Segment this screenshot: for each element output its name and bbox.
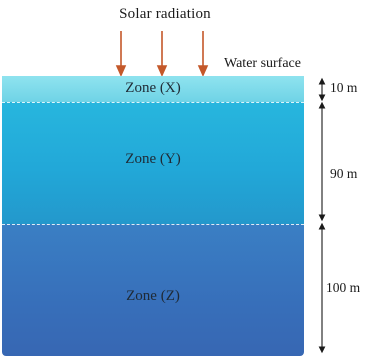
water-body: Zone (X) Zone (Y) Zone (Z) xyxy=(2,76,304,356)
depth-label-zone-z: 100 m xyxy=(326,280,361,295)
water-surface-label: Water surface xyxy=(224,56,301,71)
zone-z-region xyxy=(2,224,304,356)
zone-x-y-boundary xyxy=(2,102,304,103)
zone-x-label: Zone (X) xyxy=(125,80,181,96)
radiation-arrowhead-1 xyxy=(115,65,127,77)
solar-radiation-arrows xyxy=(115,31,209,77)
depth-label-zone-x: 10 m xyxy=(330,80,358,95)
zone-y-label: Zone (Y) xyxy=(125,151,181,167)
zone-z-label: Zone (Z) xyxy=(126,288,180,304)
radiation-arrowhead-2 xyxy=(156,65,168,77)
depth-scale xyxy=(318,77,326,354)
solar-radiation-label: Solar radiation xyxy=(119,6,211,22)
radiation-arrowhead-3 xyxy=(197,65,209,77)
depth-label-zone-y: 90 m xyxy=(330,166,358,181)
zone-y-region xyxy=(2,102,304,224)
zone-y-z-boundary xyxy=(2,224,304,225)
zone-x-region xyxy=(2,76,304,102)
